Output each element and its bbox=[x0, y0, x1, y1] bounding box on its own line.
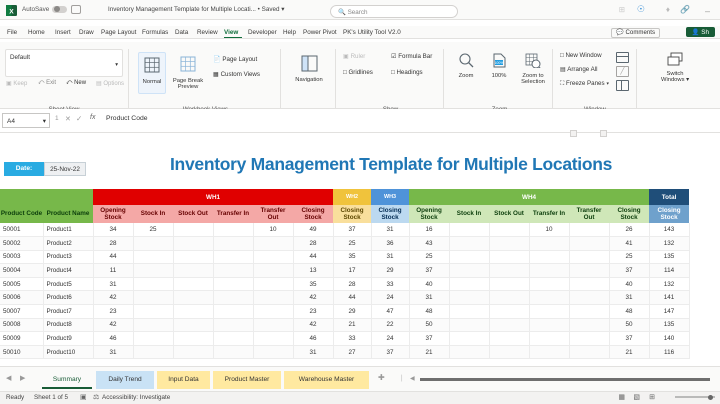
svg-text:X: X bbox=[9, 8, 14, 15]
svg-text:100%: 100% bbox=[494, 61, 504, 65]
